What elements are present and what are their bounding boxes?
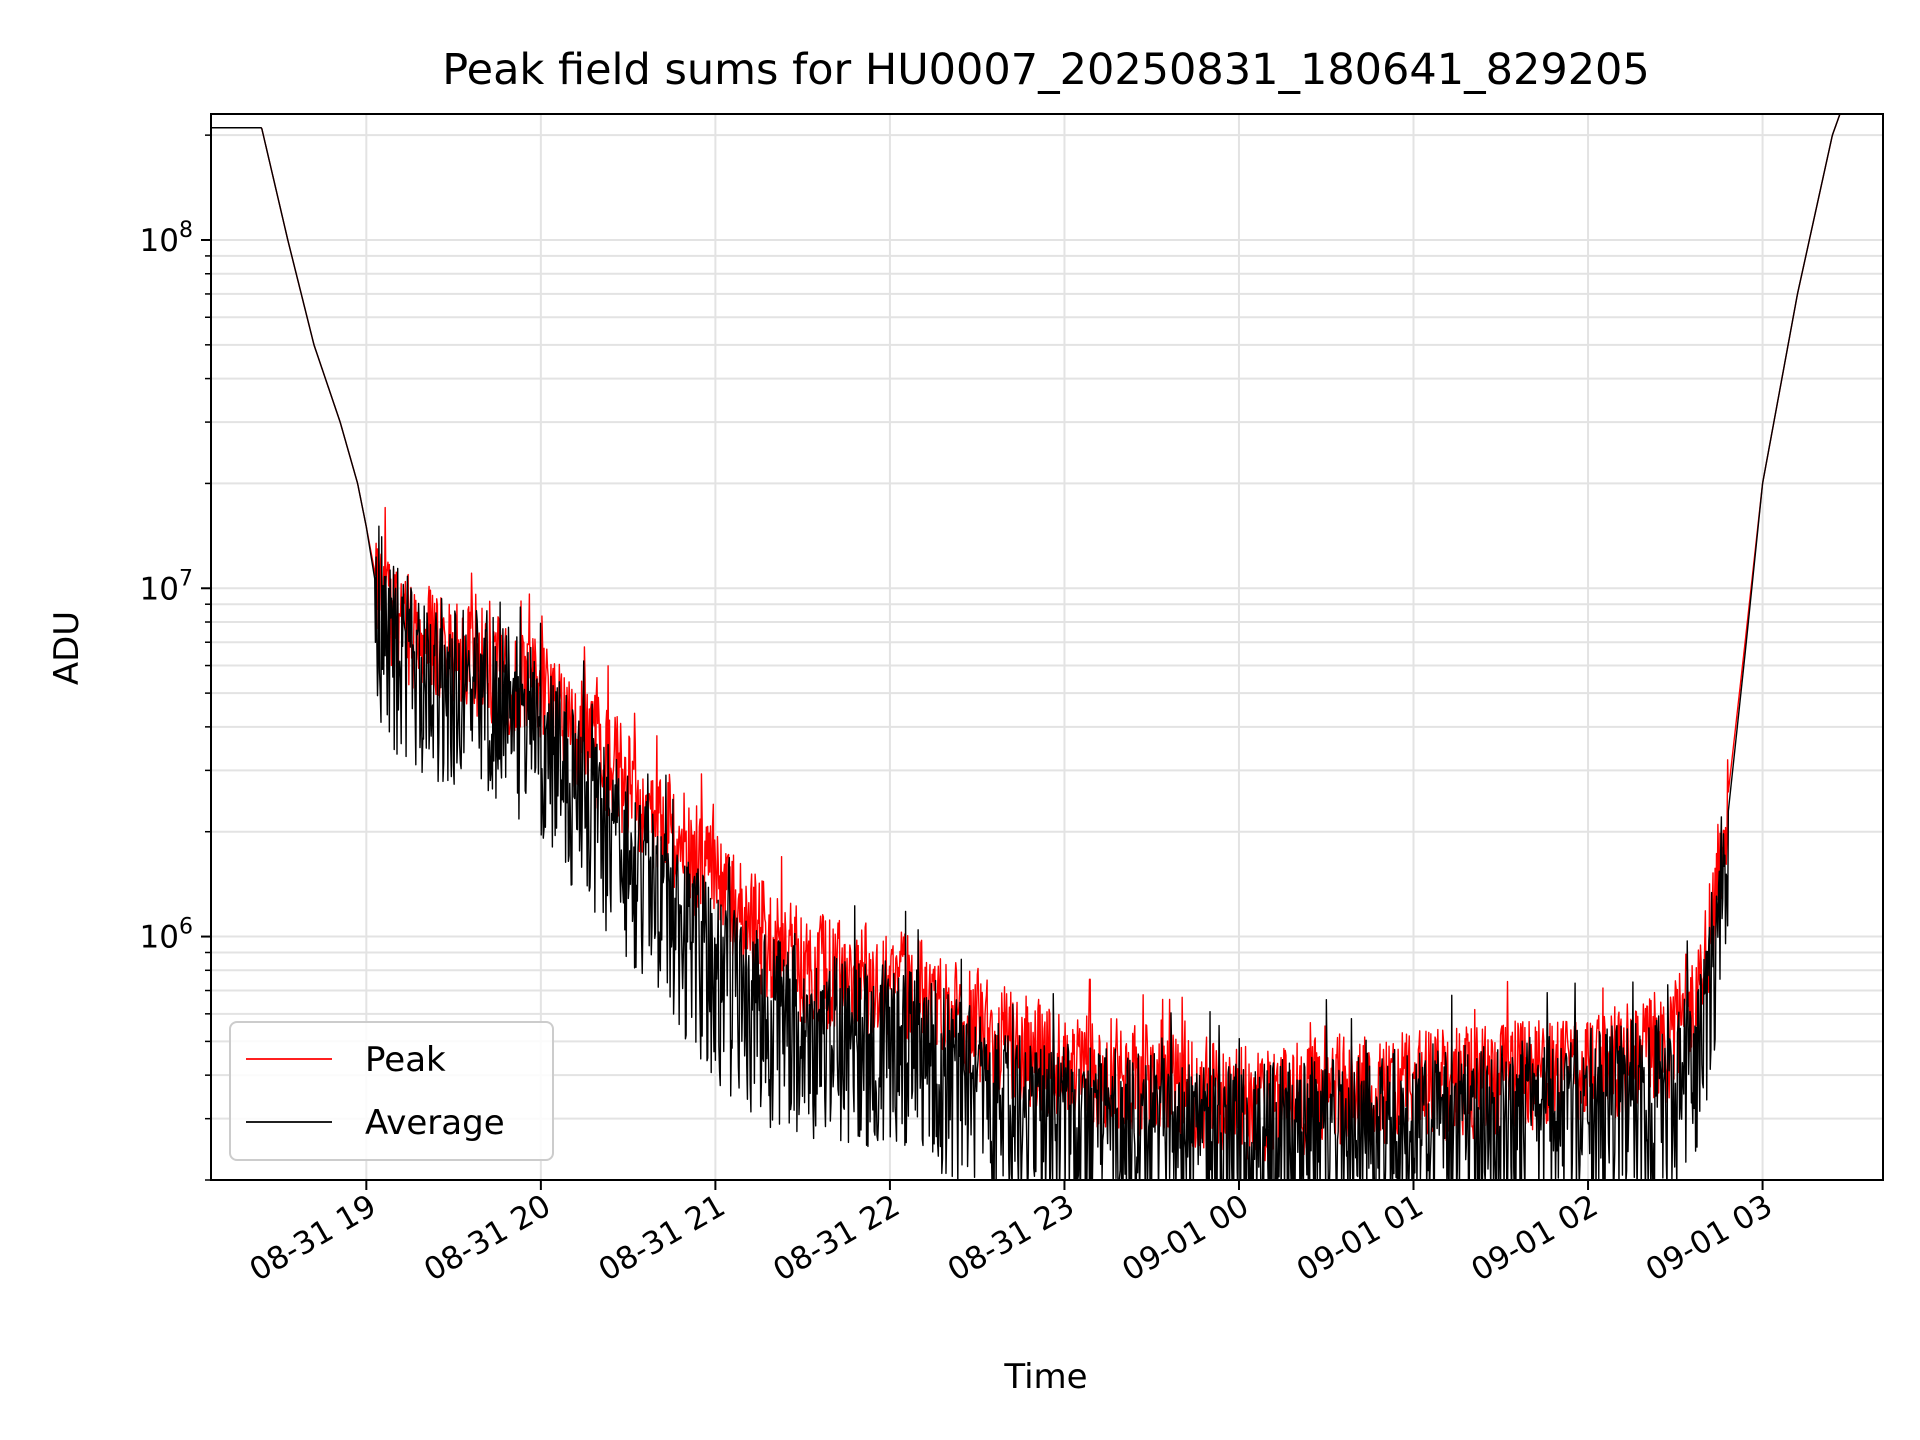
series-line-average (211, 114, 1841, 1180)
y-tick-exponent: 6 (179, 915, 193, 940)
y-tick-base: 10 (140, 571, 179, 607)
plot-frame (210, 113, 1884, 1181)
legend-label-average: Average (365, 1103, 505, 1143)
y-tick-exponent: 8 (179, 218, 193, 243)
chart-title: Peak field sums for HU0007_20250831_1806… (442, 45, 1650, 95)
y-tick-label: 107 (140, 566, 193, 607)
y-tick-base: 10 (140, 223, 179, 259)
y-tick-label: 108 (140, 218, 193, 259)
x-axis-label: Time (1003, 1357, 1087, 1397)
y-tick-exponent: 7 (179, 566, 193, 591)
y-axis-label: ADU (47, 611, 87, 685)
y-tick-label: 106 (140, 915, 193, 956)
legend-label-peak: Peak (365, 1040, 446, 1080)
plot-series (211, 114, 1841, 1180)
series-line-peak (211, 114, 1841, 1162)
legend: Peak Average (229, 1021, 554, 1161)
y-tick-base: 10 (140, 920, 179, 956)
legend-box (229, 1021, 554, 1161)
